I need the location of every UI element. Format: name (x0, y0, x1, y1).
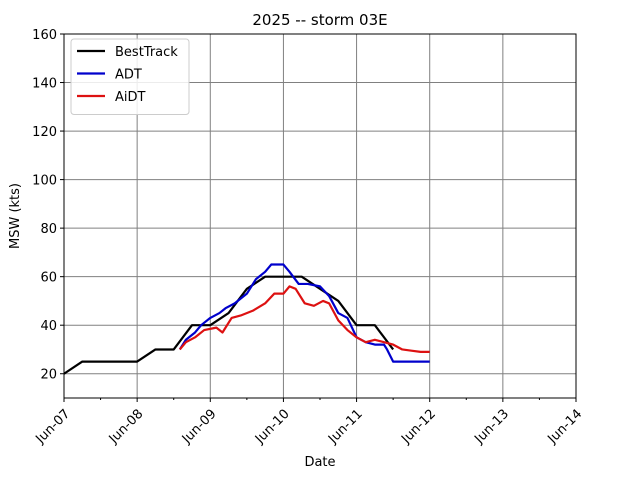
y-tick-label: 80 (40, 222, 57, 237)
legend-label: BestTrack (115, 45, 178, 60)
y-tick-label: 160 (32, 28, 57, 43)
y-tick-label: 140 (32, 77, 57, 92)
legend-label: AiDT (115, 90, 146, 105)
y-tick-label: 60 (40, 271, 57, 286)
chart-title: 2025 -- storm 03E (252, 11, 387, 29)
legend-label: ADT (115, 68, 142, 83)
y-tick-label: 40 (40, 319, 57, 334)
series-layer (63, 263, 430, 375)
y-tick-label: 120 (32, 125, 57, 140)
series-line-aidt (178, 285, 430, 353)
y-axis-title: MSW (kts) (8, 183, 23, 249)
y-tick-label: 20 (40, 368, 57, 383)
series-line-besttrack (63, 275, 395, 375)
y-tick-label: 100 (32, 174, 57, 189)
x-axis-title: Date (304, 455, 335, 470)
legend: BestTrack ADT AiDT (70, 38, 190, 115)
series-line-adt (178, 263, 430, 363)
